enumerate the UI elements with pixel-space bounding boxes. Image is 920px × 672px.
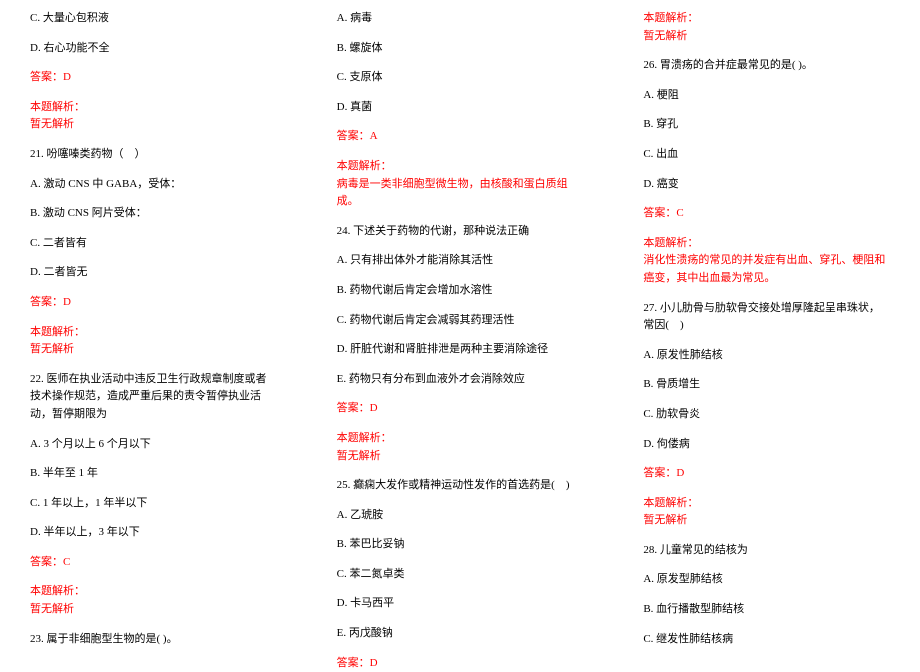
q20-answer: 答案：D [30,69,277,87]
q22-explain-text: 暂无解析 [30,601,277,619]
q20-explain-label: 本题解析： [30,99,277,117]
q27-option-d: D. 佝偻病 [643,436,890,454]
q23-explain-text: 病毒是一类非细胞型微生物，由核酸和蛋白质组成。 [337,176,584,211]
q24-option-e: E. 药物只有分布到血液外才会消除效应 [337,371,584,389]
column-3: 本题解析： 暂无解析 26. 胃溃疡的合并症最常见的是( )。 A. 梗阻 B.… [643,10,890,641]
q23-answer: 答案：A [337,128,584,146]
q27-stem: 27. 小儿肋骨与肋软骨交接处增厚隆起呈串珠状，常因( ) [643,300,890,335]
q25-explain-text: 暂无解析 [643,28,890,46]
q20-explain-text: 暂无解析 [30,116,277,134]
q24-option-c: C. 药物代谢后肯定会减弱其药理活性 [337,312,584,330]
q24-explain-text: 暂无解析 [337,448,584,466]
q22-option-d: D. 半年以上，3 年以下 [30,524,277,542]
q24-explain-label: 本题解析： [337,430,584,448]
q22-answer: 答案：C [30,554,277,572]
q26-option-a: A. 梗阻 [643,87,890,105]
q26-stem: 26. 胃溃疡的合并症最常见的是( )。 [643,57,890,75]
q23-option-d: D. 真菌 [337,99,584,117]
q24-answer: 答案：D [337,400,584,418]
q28-option-c: C. 继发性肺结核病 [643,631,890,649]
q24-option-b: B. 药物代谢后肯定会增加水溶性 [337,282,584,300]
q27-answer: 答案：D [643,465,890,483]
q27-option-b: B. 骨质增生 [643,376,890,394]
q25-option-d: D. 卡马西平 [337,595,584,613]
q24-stem: 24. 下述关于药物的代谢，那种说法正确 [337,223,584,241]
q26-explain-label: 本题解析： [643,235,890,253]
q24-option-a: A. 只有排出体外才能消除其活性 [337,252,584,270]
q28-option-b: B. 血行播散型肺结核 [643,601,890,619]
q20-option-c: C. 大量心包积液 [30,10,277,28]
q22-option-c: C. 1 年以上，1 年半以下 [30,495,277,513]
q26-answer: 答案：C [643,205,890,223]
q25-option-b: B. 苯巴比妥钠 [337,536,584,554]
q27-explain-label: 本题解析： [643,495,890,513]
q22-stem: 22. 医师在执业活动中违反卫生行政规章制度或者技术操作规范，造成严重后果的责令… [30,371,277,424]
q25-explain-label: 本题解析： [643,10,890,28]
q23-stem: 23. 属于非细胞型生物的是( )。 [30,631,277,649]
q24-option-d: D. 肝脏代谢和肾脏排泄是两种主要消除途径 [337,341,584,359]
q27-option-a: A. 原发性肺结核 [643,347,890,365]
q27-explain-text: 暂无解析 [643,512,890,530]
q23-option-c: C. 支原体 [337,69,584,87]
q26-option-d: D. 癌变 [643,176,890,194]
q22-option-b: B. 半年至 1 年 [30,465,277,483]
q21-answer: 答案：D [30,294,277,312]
q23-option-b: B. 螺旋体 [337,40,584,58]
q25-answer: 答案：D [337,655,584,672]
q26-explain-text: 消化性溃疡的常见的并发症有出血、穿孔、梗阻和癌变，其中出血最为常见。 [643,252,890,287]
column-1: C. 大量心包积液 D. 右心功能不全 答案：D 本题解析： 暂无解析 21. … [30,10,277,641]
q21-option-b: B. 激动 CNS 阿片受体： [30,205,277,223]
q25-option-a: A. 乙琥胺 [337,507,584,525]
q20-option-d: D. 右心功能不全 [30,40,277,58]
q21-option-d: D. 二者皆无 [30,264,277,282]
q23-explain-label: 本题解析： [337,158,584,176]
q21-explain-text: 暂无解析 [30,341,277,359]
q22-option-a: A. 3 个月以上 6 个月以下 [30,436,277,454]
q21-option-c: C. 二者皆有 [30,235,277,253]
exam-columns: C. 大量心包积液 D. 右心功能不全 答案：D 本题解析： 暂无解析 21. … [30,10,890,641]
q25-stem: 25. 癫痫大发作或精神运动性发作的首选药是( ) [337,477,584,495]
q28-stem: 28. 儿童常见的结核为 [643,542,890,560]
q23-option-a: A. 病毒 [337,10,584,28]
q26-option-b: B. 穿孔 [643,116,890,134]
q21-explain-label: 本题解析： [30,324,277,342]
q25-option-e: E. 丙戊酸钠 [337,625,584,643]
q28-option-a: A. 原发型肺结核 [643,571,890,589]
q25-option-c: C. 苯二氮卓类 [337,566,584,584]
q27-option-c: C. 肋软骨炎 [643,406,890,424]
column-2: A. 病毒 B. 螺旋体 C. 支原体 D. 真菌 答案：A 本题解析： 病毒是… [337,10,584,641]
q22-explain-label: 本题解析： [30,583,277,601]
q21-stem: 21. 吩噻嗪类药物（ ） [30,146,277,164]
q26-option-c: C. 出血 [643,146,890,164]
q21-option-a: A. 激动 CNS 中 GABA，受体： [30,176,277,194]
